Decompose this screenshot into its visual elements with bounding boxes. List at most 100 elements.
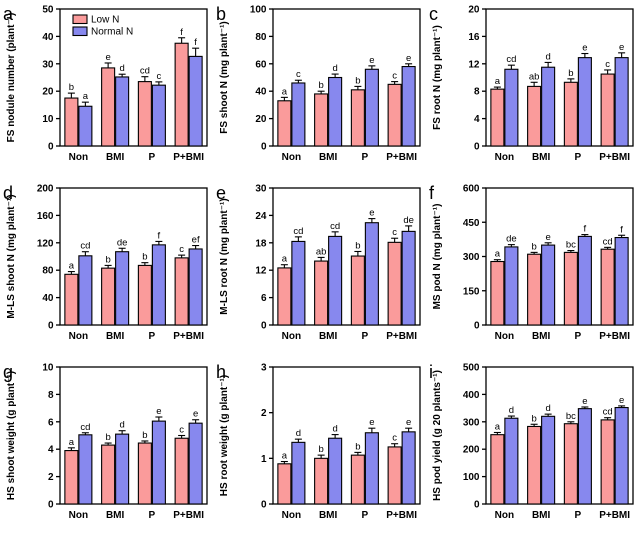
significance-letter: cd xyxy=(603,407,613,418)
significance-letter: e xyxy=(619,395,624,406)
x-category-label: P xyxy=(149,331,156,342)
significance-letter: de xyxy=(506,234,517,245)
bar-Non-low-n xyxy=(490,88,505,147)
y-tick-label: 150 xyxy=(463,286,480,297)
significance-letter: a xyxy=(282,451,288,462)
x-category-label: P+BMI xyxy=(173,510,204,521)
y-tick-label: 12 xyxy=(468,59,480,70)
significance-letter: bc xyxy=(566,411,576,422)
bar-Non-normal-n xyxy=(78,434,93,505)
significance-letter: cd xyxy=(140,66,150,77)
y-tick-label: 6 xyxy=(48,417,54,428)
bar-P+BMI-normal-n xyxy=(401,230,416,326)
bar-Non-low-n xyxy=(490,260,505,326)
panel-letter: a xyxy=(3,4,14,24)
bar-P-low-n xyxy=(350,89,365,147)
x-category-label: P+BMI xyxy=(599,152,630,163)
significance-letter: b xyxy=(318,80,323,91)
panel-a: 0 10 20 30 40 50 FS nodule number (plant⁻¹) a b a… xyxy=(0,0,213,179)
bar-BMI-low-n xyxy=(527,253,542,326)
panel-i-chart: 0 100 200 300 400 500 HS pod yield (g 20 plant… xyxy=(429,362,634,521)
significance-letter: e xyxy=(619,42,624,53)
y-tick-label: 40 xyxy=(42,32,54,43)
significance-letter: b xyxy=(531,241,536,252)
significance-letter: e xyxy=(545,232,550,243)
bar-P-normal-n xyxy=(364,432,379,505)
y-tick-label: 16 xyxy=(468,32,480,43)
panel-i: 0 100 200 300 400 500 HS pod yield (g 20 plant… xyxy=(426,358,639,537)
significance-letter: ab xyxy=(316,246,327,257)
y-axis-label: MS pod N (mg plant⁻¹) xyxy=(432,204,443,310)
bar-Non-low-n xyxy=(64,97,79,147)
x-category-label: BMI xyxy=(319,510,338,521)
x-category-label: P+BMI xyxy=(599,510,630,521)
y-tick-label: 80 xyxy=(255,32,267,43)
y-tick-label: 300 xyxy=(463,417,480,428)
significance-letter: b xyxy=(69,82,74,93)
bar-P+BMI-low-n xyxy=(387,241,402,326)
x-category-label: Non xyxy=(495,152,514,163)
significance-letter: e xyxy=(105,52,110,63)
significance-letter: d xyxy=(332,424,337,435)
bar-BMI-low-n xyxy=(314,93,329,147)
y-tick-label: 0 xyxy=(48,321,54,332)
y-tick-label: 50 xyxy=(42,5,54,16)
significance-letter: f xyxy=(620,224,623,235)
y-tick-label: 80 xyxy=(42,266,54,277)
bar-P+BMI-normal-n xyxy=(614,57,629,147)
bar-P+BMI-low-n xyxy=(174,257,189,326)
y-axis-label: HS root weight (g plant⁻¹) xyxy=(219,375,230,496)
panel-letter: f xyxy=(429,183,435,203)
bar-Non-normal-n xyxy=(504,246,519,326)
bar-BMI-low-n xyxy=(101,67,116,147)
plot-frame xyxy=(485,8,634,147)
significance-letter: d xyxy=(119,63,124,74)
bar-Non-normal-n xyxy=(78,105,93,147)
significance-letter: b xyxy=(355,75,360,86)
plot-frame xyxy=(272,8,421,147)
significance-letter: b xyxy=(142,430,147,441)
y-axis-label: FS root N (mg plant⁻¹) xyxy=(432,25,443,130)
bar-P+BMI-normal-n xyxy=(401,65,416,147)
legend-label: Normal N xyxy=(91,27,133,38)
y-tick-label: 2 xyxy=(261,408,267,419)
significance-letter: bc xyxy=(566,240,576,251)
y-axis-label: HS pod yield (g 20 plants⁻¹) xyxy=(432,370,443,501)
x-category-label: P xyxy=(575,152,582,163)
significance-letter: cd xyxy=(603,236,613,247)
x-category-label: Non xyxy=(282,510,301,521)
significance-letter: c xyxy=(392,433,397,444)
significance-letter: e xyxy=(156,406,161,417)
bar-P+BMI-low-n xyxy=(174,437,189,505)
significance-letter: de xyxy=(403,215,414,226)
y-tick-label: 500 xyxy=(463,363,480,374)
y-tick-label: 0 xyxy=(261,500,267,511)
bar-P-low-n xyxy=(350,454,365,505)
y-tick-label: 200 xyxy=(463,445,480,456)
bar-P-low-n xyxy=(563,81,578,147)
significance-letter: e xyxy=(406,53,411,64)
y-tick-label: 8 xyxy=(48,390,54,401)
y-tick-label: 300 xyxy=(463,252,480,263)
bar-P-normal-n xyxy=(577,57,592,147)
y-tick-label: 12 xyxy=(255,266,267,277)
bar-BMI-normal-n xyxy=(328,76,343,147)
x-category-label: Non xyxy=(69,510,88,521)
y-tick-label: 0 xyxy=(474,321,480,332)
x-category-label: BMI xyxy=(319,331,338,342)
plot-frame xyxy=(59,366,208,505)
bar-Non-normal-n xyxy=(504,68,519,147)
panel-letter: d xyxy=(3,183,13,203)
significance-letter: cd xyxy=(506,54,516,65)
significance-letter: e xyxy=(193,409,198,420)
bar-BMI-normal-n xyxy=(328,235,343,326)
significance-letter: f xyxy=(158,230,161,241)
y-tick-label: 100 xyxy=(463,472,480,483)
bar-BMI-low-n xyxy=(314,260,329,326)
y-tick-label: 200 xyxy=(37,184,54,195)
bar-P-normal-n xyxy=(151,84,166,147)
y-tick-label: 2 xyxy=(48,472,54,483)
